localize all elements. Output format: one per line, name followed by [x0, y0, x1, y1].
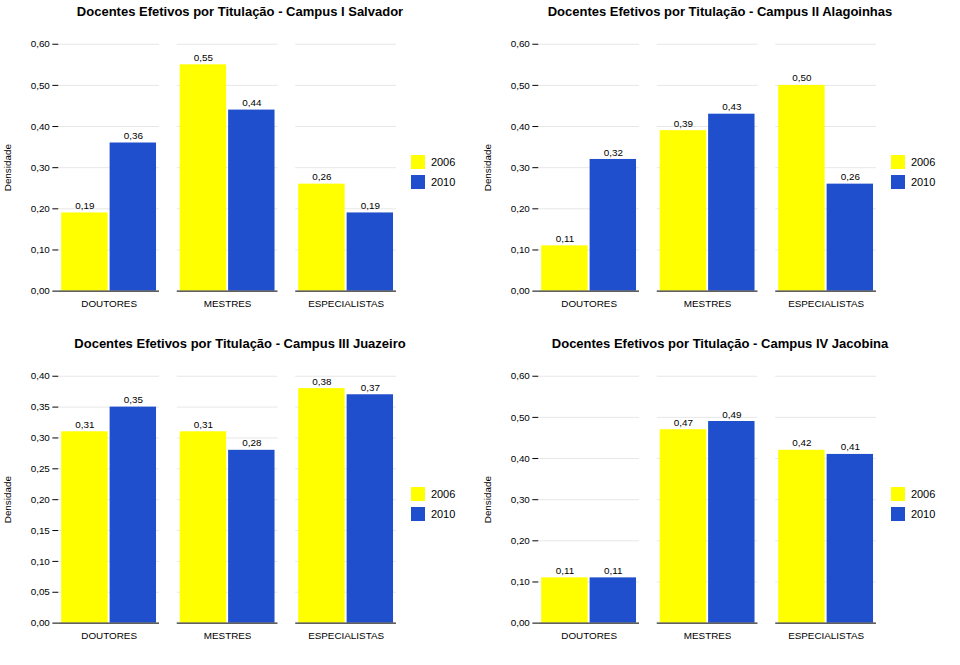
svg-text:0,49: 0,49 — [722, 409, 742, 420]
html-text:2006: 2006 — [910, 156, 936, 169]
svg-text:DOUTORES: DOUTORES — [561, 630, 617, 641]
svg-text:Densidade: Densidade — [482, 144, 493, 192]
svg-text:0,10: 0,10 — [511, 244, 531, 255]
svg-text:0,10: 0,10 — [31, 556, 51, 567]
html-text:2010: 2010 — [430, 508, 456, 521]
svg-text:0,30: 0,30 — [31, 432, 51, 443]
svg-text:0,40: 0,40 — [511, 453, 531, 464]
svg-text:0,31: 0,31 — [194, 419, 213, 430]
svg-text:0,26: 0,26 — [841, 171, 861, 182]
svg-text:0,19: 0,19 — [361, 200, 381, 211]
svg-text:0,60: 0,60 — [511, 38, 531, 49]
svg-text:DOUTORES: DOUTORES — [81, 630, 137, 641]
svg-text:0,38: 0,38 — [312, 376, 332, 387]
svg-text:0,36: 0,36 — [124, 130, 144, 141]
svg-text:0,32: 0,32 — [604, 147, 623, 158]
svg-text:0,26: 0,26 — [312, 171, 332, 182]
svg-text:ESPECIALISTAS: ESPECIALISTAS — [308, 298, 384, 309]
svg-text:0,00: 0,00 — [31, 617, 51, 628]
svg-text:0,00: 0,00 — [31, 285, 51, 296]
svg-text:0,30: 0,30 — [511, 162, 531, 173]
svg-text:0,20: 0,20 — [31, 494, 51, 505]
svg-text:0,10: 0,10 — [31, 244, 51, 255]
svg-text:0,40: 0,40 — [31, 370, 51, 381]
svg-text:0,35: 0,35 — [31, 401, 51, 412]
svg-text:MESTRES: MESTRES — [684, 298, 732, 309]
svg-text:0,30: 0,30 — [31, 162, 51, 173]
html-text:2010: 2010 — [910, 508, 936, 521]
svg-text:0,37: 0,37 — [361, 382, 380, 393]
svg-text:0,28: 0,28 — [242, 437, 262, 448]
svg-text:0,10: 0,10 — [511, 576, 531, 587]
svg-text:0,30: 0,30 — [511, 494, 531, 505]
svg-text:0,50: 0,50 — [792, 72, 812, 83]
svg-text:DOUTORES: DOUTORES — [561, 298, 617, 309]
svg-text:ESPECIALISTAS: ESPECIALISTAS — [308, 630, 384, 641]
svg-text:0,40: 0,40 — [31, 121, 51, 132]
svg-text:0,60: 0,60 — [511, 370, 531, 381]
html-text:Docentes Efetivos por Titulaçã: Docentes Efetivos por Titulação - Campus… — [551, 336, 889, 351]
svg-text:DOUTORES: DOUTORES — [81, 298, 137, 309]
svg-text:0,19: 0,19 — [75, 200, 95, 211]
svg-text:0,20: 0,20 — [511, 203, 531, 214]
svg-text:0,40: 0,40 — [511, 121, 531, 132]
html-text:2010: 2010 — [910, 176, 936, 189]
svg-text:0,31: 0,31 — [75, 419, 94, 430]
html-text:Docentes Efetivos por Titulaçã: Docentes Efetivos por Titulação - Campus… — [74, 336, 406, 351]
svg-text:ESPECIALISTAS: ESPECIALISTAS — [788, 630, 864, 641]
html-text:2010: 2010 — [430, 176, 456, 189]
svg-text:0,50: 0,50 — [511, 80, 531, 91]
svg-text:MESTRES: MESTRES — [684, 630, 732, 641]
svg-text:Densidade: Densidade — [482, 476, 493, 524]
svg-text:0,11: 0,11 — [604, 565, 622, 576]
svg-text:0,35: 0,35 — [124, 394, 144, 405]
svg-text:0,44: 0,44 — [242, 97, 262, 108]
svg-text:Densidade: Densidade — [2, 144, 13, 192]
svg-text:0,42: 0,42 — [792, 437, 811, 448]
svg-text:0,50: 0,50 — [31, 80, 51, 91]
svg-text:0,55: 0,55 — [194, 52, 214, 63]
svg-text:0,41: 0,41 — [841, 441, 860, 452]
svg-text:0,47: 0,47 — [674, 417, 693, 428]
svg-text:0,60: 0,60 — [31, 38, 51, 49]
html-text:2006: 2006 — [910, 488, 936, 501]
svg-text:0,20: 0,20 — [31, 203, 51, 214]
svg-text:MESTRES: MESTRES — [204, 298, 252, 309]
svg-text:0,05: 0,05 — [31, 586, 51, 597]
html-text:Docentes Efetivos por Titulaçã: Docentes Efetivos por Titulação - Campus… — [547, 4, 893, 19]
svg-text:0,15: 0,15 — [31, 525, 51, 536]
html-text:2006: 2006 — [430, 488, 456, 501]
svg-text:MESTRES: MESTRES — [204, 630, 252, 641]
svg-text:Densidade: Densidade — [2, 476, 13, 524]
svg-text:0,20: 0,20 — [511, 535, 531, 546]
svg-text:0,11: 0,11 — [556, 565, 574, 576]
svg-text:ESPECIALISTAS: ESPECIALISTAS — [788, 298, 864, 309]
svg-text:0,43: 0,43 — [722, 101, 742, 112]
svg-text:0,00: 0,00 — [511, 285, 531, 296]
html-text:2006: 2006 — [430, 156, 456, 169]
svg-text:0,39: 0,39 — [674, 118, 694, 129]
svg-text:0,00: 0,00 — [511, 617, 531, 628]
svg-text:0,50: 0,50 — [511, 412, 531, 423]
svg-text:0,11: 0,11 — [556, 233, 574, 244]
html-text:Docentes Efetivos por Titulaçã: Docentes Efetivos por Titulação - Campus… — [76, 4, 404, 19]
svg-text:0,25: 0,25 — [31, 463, 51, 474]
